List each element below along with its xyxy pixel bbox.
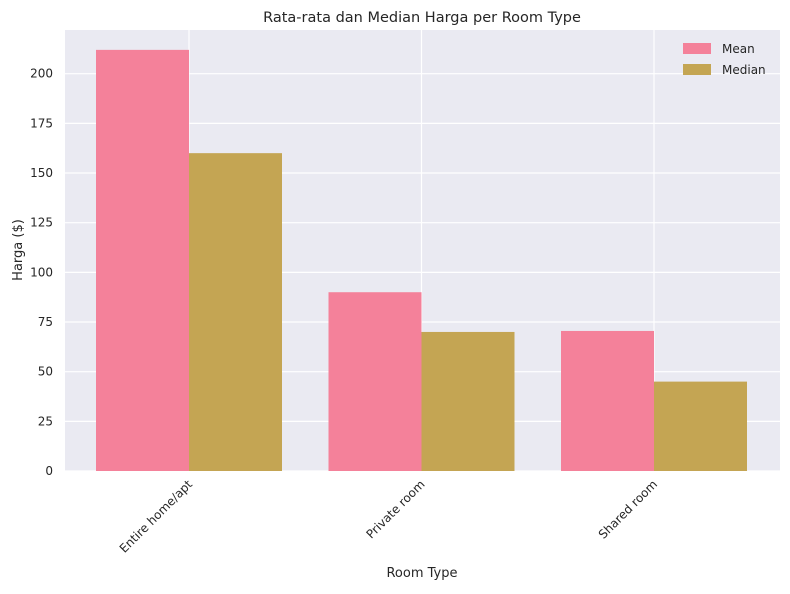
bar-median-2 (654, 381, 747, 471)
y-tick-label: 0 (45, 464, 53, 478)
y-tick-label: 50 (38, 365, 53, 379)
x-axis-ticks: Entire home/apt Private room Shared room (117, 477, 660, 556)
bars (96, 49, 747, 471)
bar-median-0 (189, 153, 282, 471)
y-axis-ticks: 0 25 50 75 100 125 150 175 200 (30, 67, 53, 478)
bar-mean-2 (561, 330, 654, 471)
bar-mean-0 (96, 49, 189, 471)
legend-label-median: Median (722, 63, 766, 77)
bar-mean-1 (328, 292, 422, 471)
y-tick-label: 25 (38, 414, 53, 428)
y-tick-label: 100 (30, 265, 53, 279)
x-axis-label: Room Type (386, 566, 457, 581)
x-tick-label: Private room (363, 477, 427, 541)
x-tick-label: Shared room (596, 477, 660, 541)
bar-median-1 (421, 331, 515, 471)
legend-swatch-mean (683, 43, 711, 54)
legend: Mean Median (683, 42, 766, 77)
y-tick-label: 175 (30, 116, 53, 130)
legend-swatch-median (683, 64, 711, 75)
y-axis-label: Harga ($) (11, 219, 26, 281)
legend-label-mean: Mean (722, 42, 755, 56)
y-tick-label: 200 (30, 67, 53, 81)
y-tick-label: 125 (30, 216, 53, 230)
y-tick-label: 150 (30, 166, 53, 180)
chart-title: Rata-rata dan Median Harga per Room Type (263, 10, 581, 26)
x-tick-label: Entire home/apt (117, 477, 196, 556)
y-tick-label: 75 (38, 315, 53, 329)
